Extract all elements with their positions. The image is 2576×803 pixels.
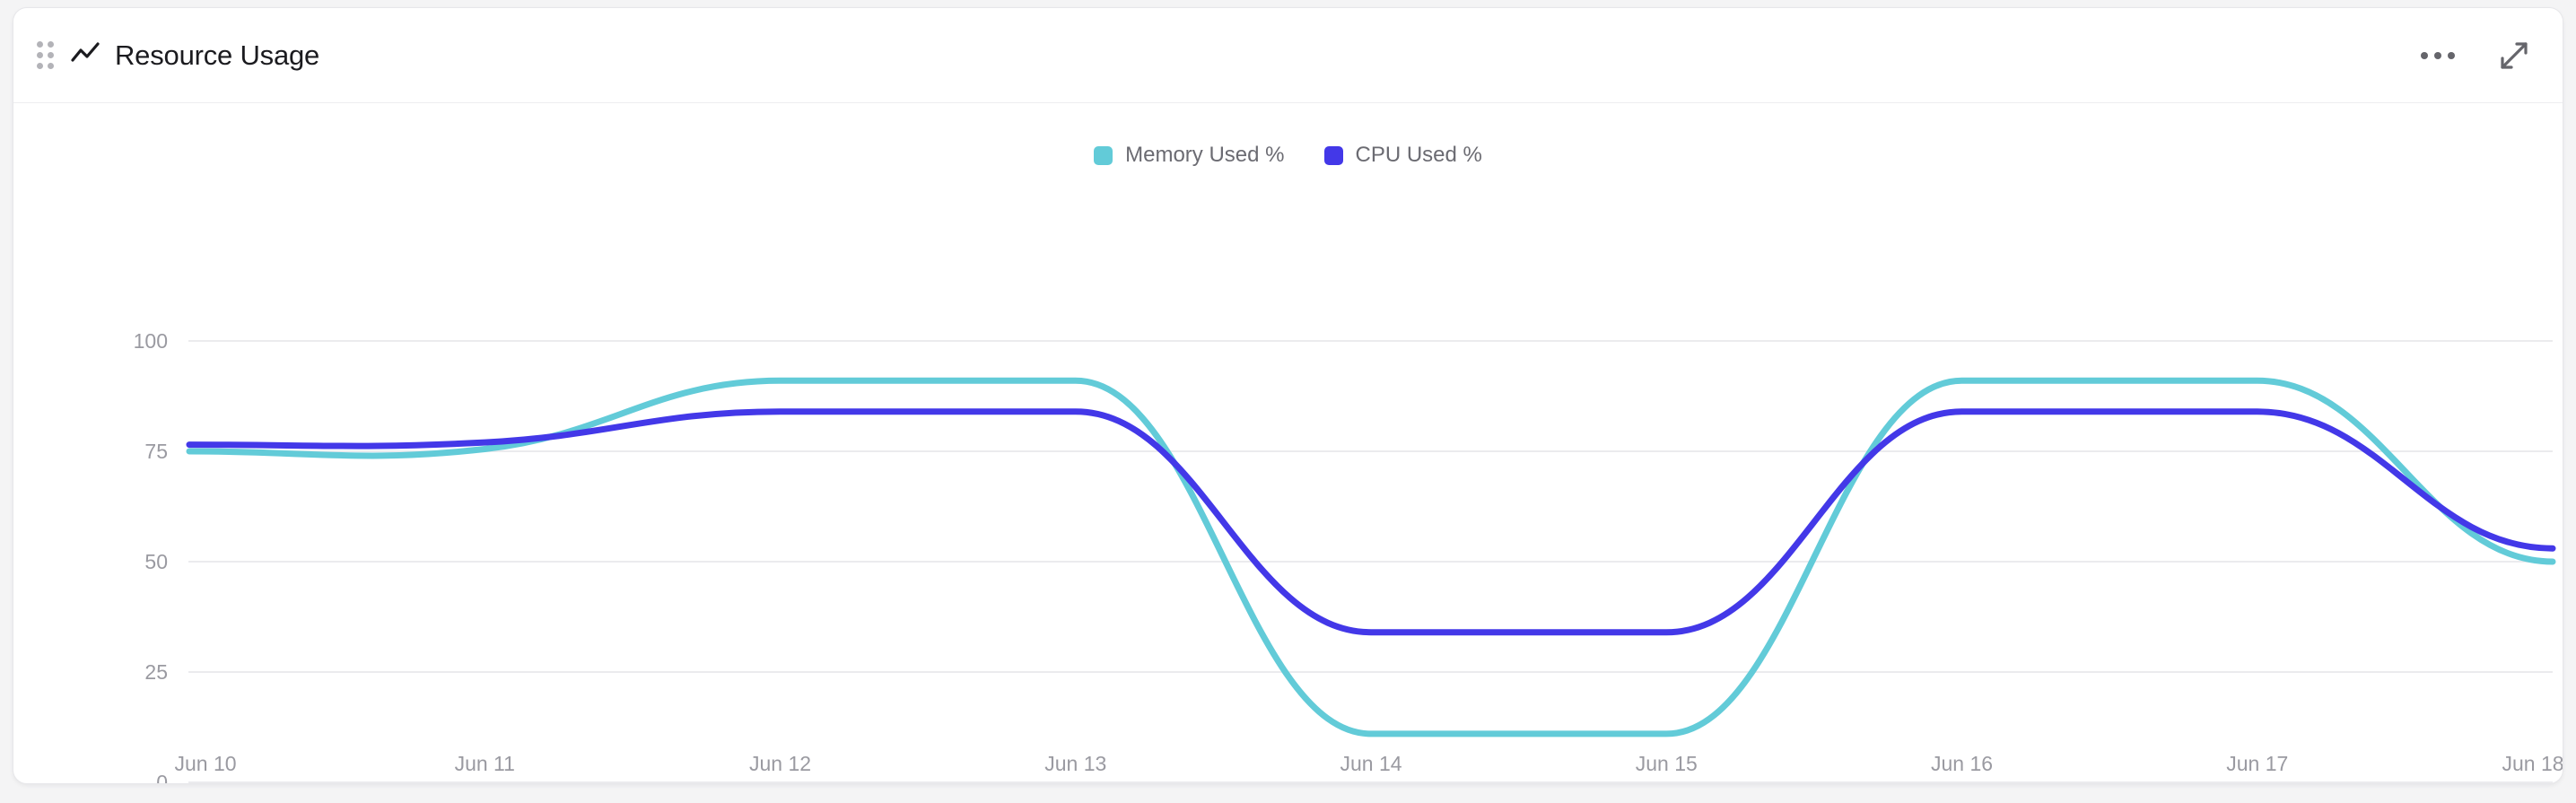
- line-chart-icon: [70, 38, 100, 73]
- card-header: Resource Usage: [13, 8, 2563, 103]
- x-axis-tick-label: Jun 18: [2502, 752, 2563, 775]
- x-axis-tick-label: Jun 12: [749, 752, 811, 775]
- x-axis-tick-label: Jun 16: [1931, 752, 1993, 775]
- y-axis-tick-label: 25: [144, 660, 168, 684]
- y-axis-tick-label: 75: [144, 440, 168, 463]
- drag-dot: [37, 41, 43, 48]
- x-axis-tick-label: Jun 17: [2226, 752, 2288, 775]
- series-line: [186, 377, 2556, 738]
- ellipsis-icon[interactable]: [2417, 47, 2458, 65]
- ellipsis-dot: [2448, 51, 2455, 59]
- x-axis-tick-label: Jun 15: [1636, 752, 1698, 775]
- legend-swatch-memory: [1094, 145, 1113, 165]
- x-axis-tick-label: Jun 14: [1340, 752, 1402, 775]
- y-axis-tick-label: 50: [144, 550, 168, 573]
- drag-dot: [37, 52, 43, 58]
- legend-label-cpu: CPU Used %: [1355, 143, 1482, 167]
- drag-dot: [48, 63, 54, 69]
- chart-legend: Memory Used % CPU Used %: [13, 143, 2563, 168]
- series-line: [186, 408, 2556, 636]
- x-axis-tick-label: Jun 11: [455, 752, 515, 775]
- drag-dots-icon[interactable]: [35, 39, 56, 71]
- x-axis-tick-label: Jun 10: [174, 752, 236, 775]
- ellipsis-dot: [2421, 51, 2428, 59]
- y-axis-tick-label: 0: [156, 771, 168, 784]
- drag-dot: [48, 41, 54, 48]
- resource-usage-card: Resource Usage: [13, 7, 2563, 784]
- page-title: Resource Usage: [115, 39, 320, 71]
- chart-plot-area[interactable]: 0 25 50 75 100 Jun 10 Jun 11 Jun 12 Jun 13 Jun 14…: [13, 103, 2563, 784]
- expand-diagonal-arrows-icon[interactable]: [2498, 39, 2530, 72]
- ellipsis-dot: [2434, 51, 2441, 59]
- card-body: Memory Used % CPU Used % 0 25 50 75 100 Jun 1…: [13, 103, 2563, 784]
- resource-usage-line-chart: 0 25 50 75 100 Jun 10 Jun 11 Jun 12 Jun 13 Jun 14…: [134, 329, 2563, 784]
- y-axis-tick-label: 100: [134, 329, 168, 353]
- legend-label-memory: Memory Used %: [1125, 143, 1285, 167]
- legend-item-memory[interactable]: Memory Used %: [1094, 143, 1285, 168]
- drag-dot: [37, 63, 43, 69]
- x-axis-tick-label: Jun 13: [1044, 752, 1106, 775]
- card-header-actions: [2417, 39, 2530, 72]
- card-header-left: Resource Usage: [35, 38, 319, 73]
- legend-item-cpu[interactable]: CPU Used %: [1323, 143, 1482, 168]
- legend-swatch-cpu: [1323, 145, 1343, 165]
- drag-dot: [48, 52, 54, 58]
